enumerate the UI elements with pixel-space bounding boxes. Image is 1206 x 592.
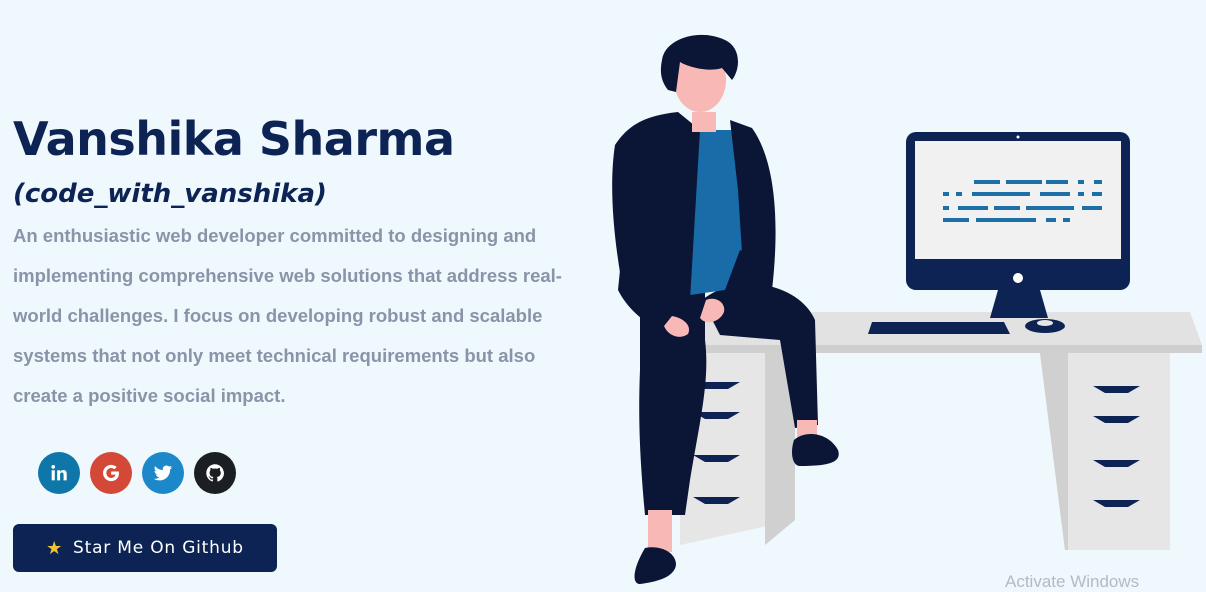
linkedin-link[interactable]	[38, 452, 80, 494]
developer-desk-illustration	[612, 34, 1202, 584]
activate-windows-watermark: Activate Windows	[1005, 572, 1140, 591]
intro-section: Vanshika Sharma (code_with_vanshika) An …	[13, 108, 583, 416]
star-icon: ★	[46, 537, 64, 559]
google-icon	[103, 464, 119, 482]
profile-bio: An enthusiastic web developer committed …	[13, 225, 562, 406]
profile-handle: (code_with_vanshika)	[13, 179, 327, 209]
google-link[interactable]	[90, 452, 132, 494]
star-github-button[interactable]: ★ Star Me On Github	[13, 524, 277, 572]
github-link[interactable]	[194, 452, 236, 494]
twitter-icon	[153, 465, 173, 481]
github-icon	[206, 464, 224, 482]
twitter-link[interactable]	[142, 452, 184, 494]
star-github-label: Star Me On Github	[73, 538, 244, 558]
profile-name: Vanshika Sharma	[13, 112, 455, 166]
linkedin-icon	[51, 465, 67, 481]
social-links	[38, 452, 236, 494]
